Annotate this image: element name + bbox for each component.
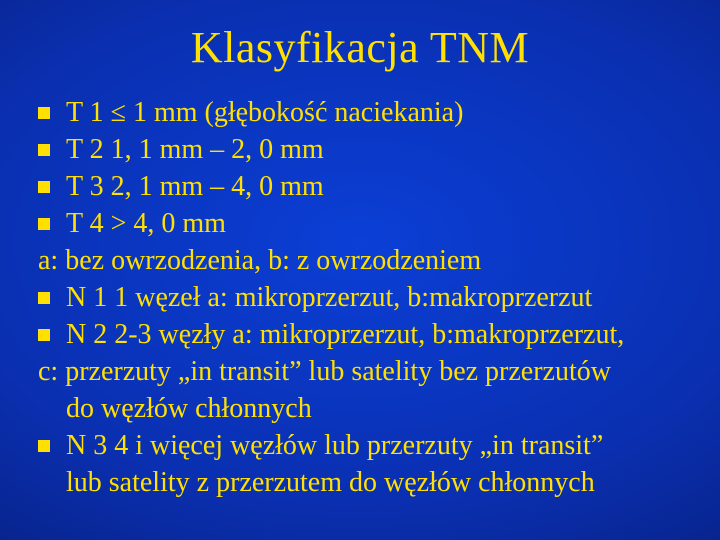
bullet-icon	[38, 292, 50, 304]
list-item: T 1 ≤ 1 mm (głębokość naciekania)	[38, 95, 690, 132]
list-item: T 3 2, 1 mm – 4, 0 mm	[38, 169, 690, 206]
bullet-icon	[38, 218, 50, 230]
list-item-text: N 1 1 węzeł a: mikroprzerzut, b:makroprz…	[66, 280, 690, 317]
bullet-icon	[38, 181, 50, 193]
slide: Klasyfikacja TNM T 1 ≤ 1 mm (głębokość n…	[0, 0, 720, 540]
bullet-icon	[38, 144, 50, 156]
list-item: N 1 1 węzeł a: mikroprzerzut, b:makroprz…	[38, 280, 690, 317]
list-item: c: przerzuty „in transit” lub satelity b…	[38, 354, 690, 391]
list-item-text: T 4 > 4, 0 mm	[66, 206, 690, 243]
list-item: N 3 4 i więcej węzłów lub przerzuty „in …	[38, 428, 690, 465]
list-item: N 2 2-3 węzły a: mikroprzerzut, b:makrop…	[38, 317, 690, 354]
list-item-text: T 3 2, 1 mm – 4, 0 mm	[66, 169, 690, 206]
list-item: do węzłów chłonnych	[38, 391, 690, 428]
list-item-text: N 3 4 i więcej węzłów lub przerzuty „in …	[66, 428, 690, 465]
slide-title: Klasyfikacja TNM	[30, 22, 690, 73]
list-item-text: do węzłów chłonnych	[38, 391, 690, 428]
list-item: lub satelity z przerzutem do węzłów chło…	[38, 465, 690, 502]
list-item: T 4 > 4, 0 mm	[38, 206, 690, 243]
bullet-icon	[38, 440, 50, 452]
list-item-text: c: przerzuty „in transit” lub satelity b…	[38, 354, 690, 391]
list-item-text: lub satelity z przerzutem do węzłów chło…	[38, 465, 690, 502]
list-item: a: bez owrzodzenia, b: z owrzodzeniem	[38, 243, 690, 280]
list-item-text: T 2 1, 1 mm – 2, 0 mm	[66, 132, 690, 169]
list-item: T 2 1, 1 mm – 2, 0 mm	[38, 132, 690, 169]
bullet-icon	[38, 329, 50, 341]
list-item-text: T 1 ≤ 1 mm (głębokość naciekania)	[66, 95, 690, 132]
bullet-icon	[38, 107, 50, 119]
list-item-text: a: bez owrzodzenia, b: z owrzodzeniem	[38, 243, 690, 280]
slide-content: T 1 ≤ 1 mm (głębokość naciekania) T 2 1,…	[30, 95, 690, 501]
list-item-text: N 2 2-3 węzły a: mikroprzerzut, b:makrop…	[66, 317, 690, 354]
